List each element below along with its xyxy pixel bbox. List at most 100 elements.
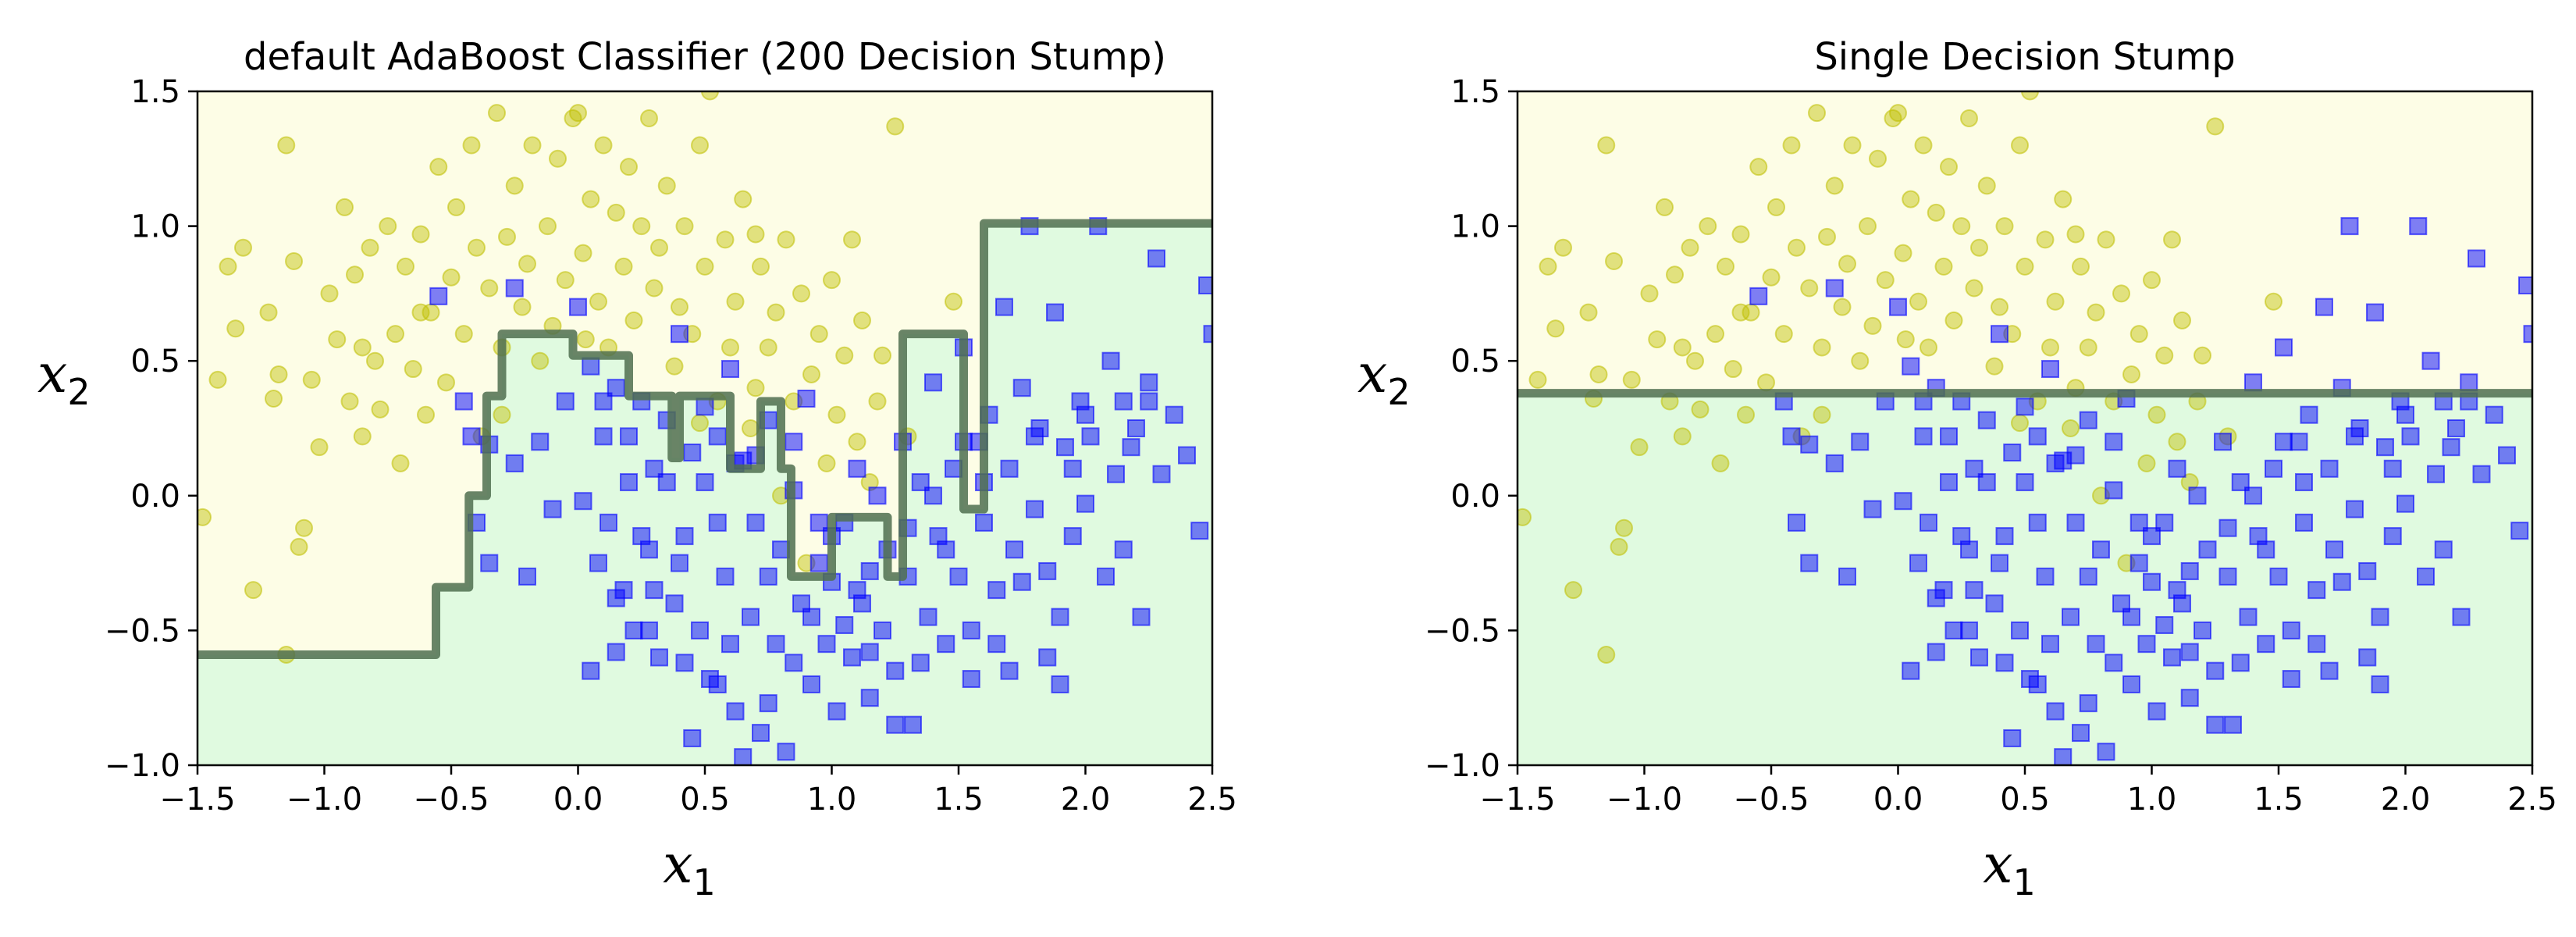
point-class0 — [244, 581, 262, 600]
point-class1 — [767, 635, 785, 654]
point-class1 — [2307, 635, 2326, 654]
point-class1 — [2346, 500, 2364, 518]
point-class0 — [310, 438, 329, 457]
point-class1 — [1000, 459, 1019, 478]
point-class1 — [589, 554, 607, 572]
point-class0 — [650, 238, 668, 257]
point-class1 — [2269, 567, 2288, 586]
point-class0 — [447, 198, 465, 216]
point-class1 — [607, 379, 625, 397]
point-class1 — [2383, 459, 2402, 478]
point-class1 — [2332, 572, 2351, 591]
point-class1 — [1952, 527, 1971, 546]
x-tick-label: 0.0 — [1873, 782, 1923, 818]
point-class0 — [265, 390, 283, 408]
point-class0 — [1774, 325, 1793, 344]
point-class1 — [2218, 567, 2237, 586]
point-class0 — [2137, 454, 2156, 472]
point-class1 — [945, 459, 962, 478]
point-class1 — [2092, 540, 2110, 559]
point-class0 — [868, 392, 887, 411]
point-class1 — [2028, 427, 2047, 446]
point-class1 — [962, 621, 980, 640]
point-class0 — [1691, 400, 1710, 419]
point-class1 — [937, 635, 955, 654]
point-class0 — [1896, 330, 1915, 349]
point-class1 — [671, 554, 688, 572]
point-class1 — [1012, 572, 1031, 591]
point-class0 — [513, 297, 532, 316]
point-class1 — [1122, 438, 1140, 457]
point-class1 — [1970, 648, 1988, 667]
point-class0 — [328, 330, 347, 349]
point-class1 — [752, 724, 770, 743]
point-class0 — [1528, 370, 1547, 389]
point-class1 — [2180, 561, 2199, 580]
point-class1 — [1051, 607, 1069, 626]
point-class0 — [823, 271, 841, 290]
point-class1 — [1012, 379, 1031, 397]
point-class1 — [1977, 411, 1996, 429]
x-tick-label: 0.5 — [2000, 782, 2050, 818]
point-class0 — [945, 292, 962, 311]
x-tick-label: −1.5 — [159, 782, 235, 818]
point-class0 — [2097, 230, 2115, 249]
point-class0 — [607, 203, 625, 222]
point-class0 — [539, 217, 557, 236]
point-class1 — [2041, 360, 2059, 379]
point-class0 — [624, 311, 643, 330]
point-class1 — [1838, 567, 1856, 586]
point-class0 — [1940, 158, 1958, 176]
point-class1 — [1940, 427, 1958, 446]
series-circle — [1517, 91, 2282, 664]
point-class0 — [759, 338, 777, 357]
point-class0 — [340, 392, 359, 411]
point-class1 — [645, 459, 664, 478]
y-tick-label: 1.5 — [130, 74, 180, 110]
series-square — [1749, 217, 2532, 765]
point-class1 — [2046, 454, 2065, 472]
point-class1 — [1800, 554, 1819, 572]
point-class1 — [721, 635, 739, 654]
point-class1 — [1051, 675, 1069, 693]
point-class1 — [1825, 454, 1844, 472]
point-class0 — [569, 104, 587, 123]
point-class0 — [1808, 104, 1826, 123]
point-class0 — [2122, 365, 2140, 383]
point-class1 — [2371, 607, 2389, 626]
point-class0 — [594, 136, 613, 155]
point-class1 — [2383, 527, 2402, 546]
point-class1 — [429, 287, 448, 305]
point-class0 — [675, 217, 694, 236]
point-class0 — [2265, 292, 2282, 311]
point-class1 — [2206, 661, 2225, 680]
chart-title: Single Decision Stump — [1814, 35, 2235, 79]
point-class0 — [853, 311, 871, 330]
point-class1 — [802, 607, 820, 626]
point-class1 — [2147, 702, 2166, 721]
point-class0 — [792, 284, 810, 303]
point-class0 — [259, 303, 278, 322]
point-class0 — [671, 297, 688, 316]
point-class1 — [2066, 513, 2085, 532]
point-class0 — [1902, 190, 1920, 208]
point-class1 — [683, 444, 702, 462]
point-class1 — [1960, 621, 1978, 640]
point-class1 — [2079, 567, 2097, 586]
point-class0 — [1731, 303, 1750, 322]
point-class1 — [2137, 635, 2156, 654]
point-class0 — [1843, 136, 1862, 155]
decision-boundary — [197, 219, 1212, 659]
point-class0 — [1731, 225, 1750, 244]
point-class1 — [2028, 513, 2047, 532]
point-class0 — [468, 238, 486, 257]
x-tick-label: −0.5 — [413, 782, 489, 818]
point-class0 — [1909, 292, 1927, 311]
point-class0 — [1666, 265, 1684, 284]
x-tick-label: −1.0 — [1606, 782, 1682, 818]
point-class0 — [1579, 303, 1598, 322]
point-class0 — [462, 136, 481, 155]
y-tick-label: −1.0 — [105, 748, 180, 784]
point-class1 — [2442, 438, 2460, 457]
point-class1 — [2194, 621, 2211, 640]
